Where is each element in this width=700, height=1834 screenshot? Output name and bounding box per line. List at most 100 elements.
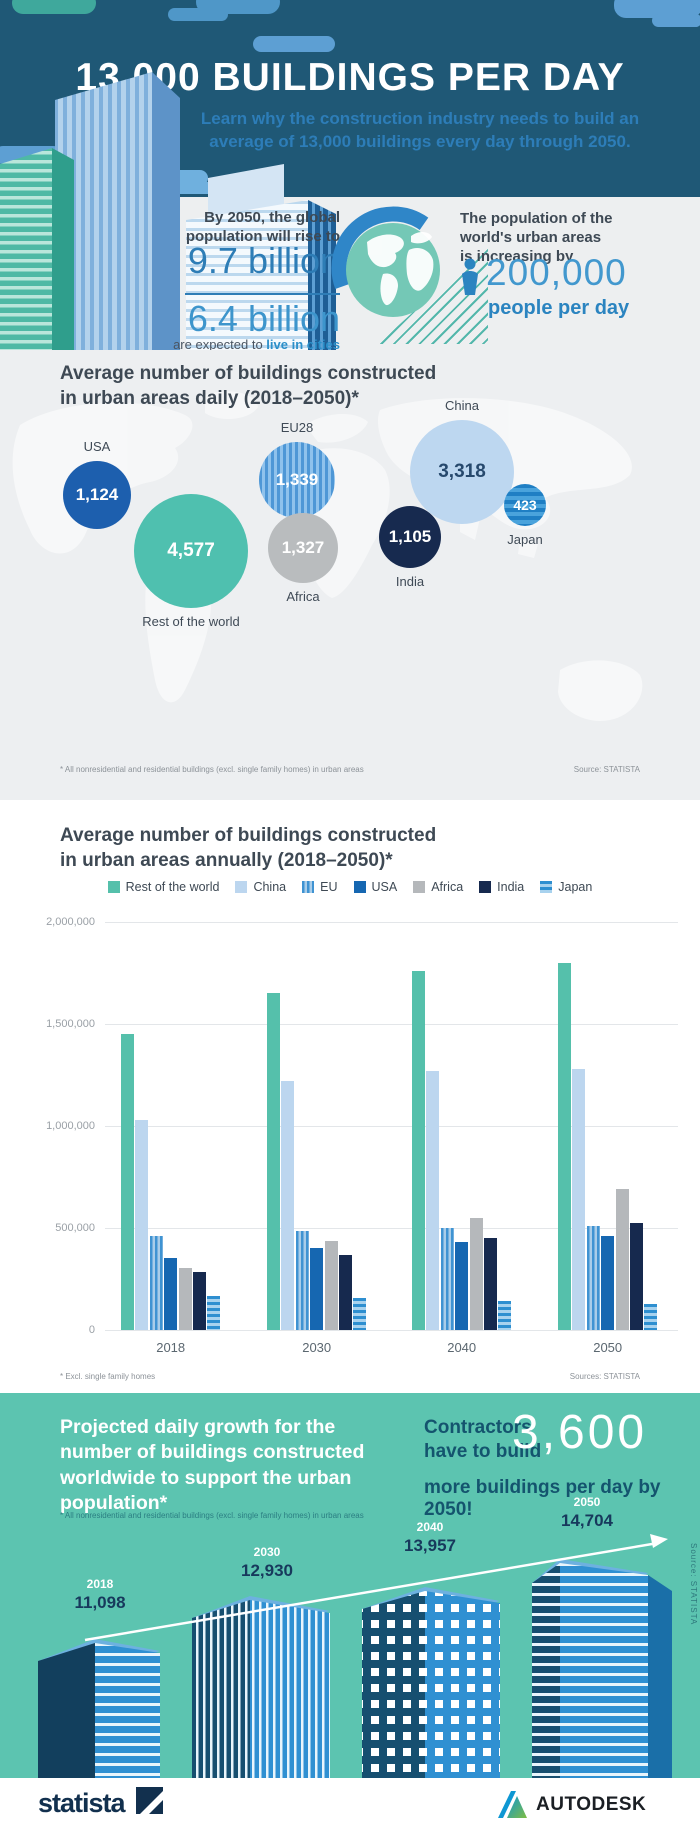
legend-item: Rest of the world — [107, 880, 219, 894]
bar-india-2050 — [630, 1222, 643, 1330]
callout-line3: more buildings per day by 2050! — [424, 1477, 661, 1520]
daily-growth-caption: people per day — [488, 297, 630, 319]
callout-value: 3,600 — [512, 1406, 648, 1459]
legend-label: Japan — [558, 880, 593, 894]
building-2050-side — [648, 1575, 672, 1778]
bar-africa-2050 — [615, 1189, 629, 1330]
bar-usa-2050 — [601, 1236, 615, 1330]
green-building-side — [52, 148, 74, 350]
bubble-label: Japan — [507, 532, 543, 547]
subtitle-line2: average of 13,000 buildings every day th… — [209, 131, 631, 151]
legend-swatch — [107, 881, 120, 893]
bar-rest-of-the-world-2030 — [267, 993, 280, 1330]
legend-swatch — [302, 881, 315, 893]
bar-usa-2040 — [455, 1242, 469, 1330]
urban-growth-line2: world's urban areas — [460, 228, 602, 246]
subtitle-line1: Learn why the construction industry need… — [200, 109, 640, 128]
x-tick-label: 2018 — [156, 1340, 186, 1355]
caption-text: are expected to — [173, 337, 267, 350]
urban-growth-line3: is increasing by — [460, 247, 574, 265]
cloud-icon — [652, 14, 700, 27]
urban-growth-line1: The population of the — [460, 210, 613, 227]
autodesk-logo-text: AUTODESK — [536, 1794, 647, 1815]
legend-item: Japan — [540, 880, 592, 894]
bubble-footnote: * All nonresidential and residential bui… — [60, 765, 364, 774]
legend-label: Africa — [431, 880, 464, 894]
cloud-icon — [12, 0, 96, 14]
urban-growth-intro: The population of the world's urban area… — [460, 210, 690, 266]
x-tick-label: 2030 — [302, 1340, 332, 1355]
header-section: 13,000 BUILDINGS PER DAY Learn why the c… — [0, 0, 700, 350]
bar-title-line1: Average number of buildings constructed — [60, 825, 437, 846]
legend-swatch — [479, 881, 492, 893]
bubble-value: 4,577 — [167, 540, 215, 561]
milestone-2030: 2030 12,930 — [207, 1545, 327, 1581]
bar-eu-2050 — [586, 1225, 600, 1330]
gridline — [105, 1126, 678, 1127]
bar-footnote: * Excl. single family homes — [60, 1372, 156, 1381]
live-in-cities-link[interactable]: live in cities — [266, 337, 340, 350]
milestone-year: 2050 — [573, 1495, 601, 1509]
bar-china-2050 — [572, 1068, 586, 1330]
bar-eu-2018 — [149, 1236, 163, 1330]
bar-plot: 2,000,000 1,500,000 1,000,000 500,000 0 2018 2… — [0, 800, 700, 1393]
building-2040-left — [362, 1591, 425, 1778]
legend-label: India — [497, 880, 525, 894]
milestone-year: 2018 — [86, 1577, 114, 1591]
bar-rest-of-the-world-2018 — [121, 1034, 134, 1330]
bar-africa-2040 — [469, 1217, 483, 1330]
gridline — [105, 922, 678, 923]
y-tick-label: 0 — [88, 1324, 95, 1336]
bar-usa-2018 — [164, 1257, 178, 1330]
legend-swatch — [540, 881, 553, 893]
bubble-label: USA — [83, 439, 111, 454]
bar-japan-2050 — [644, 1303, 658, 1330]
legend-item: China — [235, 880, 286, 894]
legend-item: Africa — [413, 880, 463, 894]
legend-label: USA — [371, 880, 398, 894]
gridline — [105, 1330, 678, 1331]
bar-usa-2030 — [310, 1248, 324, 1330]
population-intro-line2: population will rise to — [185, 227, 340, 245]
gridline — [105, 1228, 678, 1229]
bar-china-2018 — [135, 1119, 149, 1330]
bubble-label: Africa — [286, 589, 320, 604]
bar-eu-2040 — [440, 1228, 454, 1330]
bubble-value: 1,327 — [281, 538, 325, 557]
legend-swatch — [235, 881, 248, 893]
x-tick-label: 2040 — [447, 1340, 477, 1355]
gridline — [105, 1024, 678, 1025]
stat-divider — [185, 293, 340, 295]
population-intro: By 2050, the global population will rise… — [130, 209, 340, 247]
callout-line1: Contractors — [424, 1417, 532, 1438]
statista-logo-text: statista — [38, 1788, 126, 1818]
bar-section-title: Average number of buildings constructed … — [60, 824, 436, 873]
bar-title-line2: in urban areas annually (2018–2050)* — [60, 849, 393, 871]
bar-chart-section: Average number of buildings constructed … — [0, 800, 700, 1393]
legend-swatch — [353, 881, 366, 893]
globe-icon — [331, 206, 440, 317]
bubble-eu28: 1,339 — [259, 442, 335, 518]
bubble-value: 423 — [513, 497, 537, 513]
bubble-title-line1: Average number of buildings constructed — [60, 363, 437, 384]
y-tick-label: 2,000,000 — [46, 916, 95, 928]
white-building-side — [308, 200, 336, 350]
building-2050-left — [532, 1563, 560, 1778]
tower-face — [55, 72, 152, 350]
bar-rest-of-the-world-2050 — [558, 962, 571, 1330]
bubble-japan: 423 — [504, 484, 546, 526]
y-tick-label: 1,000,000 — [46, 1120, 95, 1132]
milestone-year: 2030 — [253, 1545, 281, 1559]
callout-line2: have to build — [424, 1441, 542, 1462]
urban-population-caption: are expected to live in cities — [110, 337, 340, 350]
bubble-usa: 1,124 — [63, 461, 131, 529]
bar-china-2030 — [281, 1081, 295, 1330]
building-2018-left — [38, 1643, 95, 1778]
bubble-value: 3,318 — [438, 461, 486, 482]
bar-source: Sources: STATISTA — [569, 1372, 640, 1381]
bubble-rest-of-the-world: 4,577 — [134, 494, 248, 608]
milestone-2050: 2050 14,704 — [527, 1495, 647, 1531]
legend-swatch — [413, 881, 426, 893]
x-tick-label: 2050 — [593, 1340, 623, 1355]
